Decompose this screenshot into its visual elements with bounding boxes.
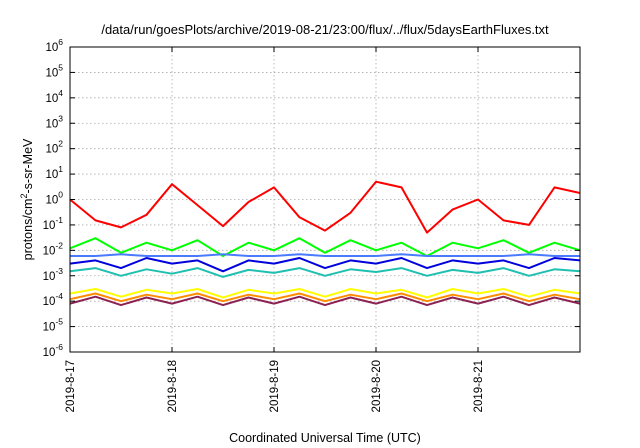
- y-tick-label: 103: [45, 113, 63, 130]
- chart-title: /data/run/goesPlots/archive/2019-08-21/2…: [101, 22, 549, 37]
- y-tick-label: 10-2: [43, 240, 64, 257]
- y-tick-label: 104: [45, 88, 63, 105]
- y-tick-label: 105: [45, 62, 63, 79]
- series-line: [69, 288, 581, 299]
- series-line: [70, 253, 580, 257]
- x-axis-label: Coordinated Universal Time (UTC): [229, 431, 421, 445]
- y-tick-label: 106: [45, 37, 63, 54]
- series-line: [69, 267, 581, 278]
- y-tick-label: 100: [45, 190, 63, 207]
- series-line: [69, 292, 581, 303]
- x-tick-label: 2019-8-19: [269, 360, 281, 412]
- series-line: [69, 257, 581, 273]
- x-tick-label: 2019-8-21: [473, 360, 485, 412]
- grid: [70, 47, 580, 352]
- y-tick-label: 10-4: [43, 291, 64, 308]
- y-tick-label: 10-3: [43, 266, 64, 283]
- x-tick-label: 2019-8-18: [167, 360, 179, 412]
- y-tick-label: 10-6: [43, 342, 64, 359]
- y-axis: 10-6 10-5 10-4 10-3 10-2 10-1 100 101 102 103 104 1…: [43, 37, 580, 359]
- x-tick-label: 2019-8-17: [65, 360, 77, 412]
- y-tick-label: 10-1: [43, 215, 64, 232]
- x-tick-label: 2019-8-20: [371, 360, 383, 412]
- y-tick-label: 102: [45, 139, 63, 156]
- x-axis: 2019-8-17 2019-8-18 2019-8-19 2019-8-20 2019…: [65, 47, 485, 412]
- series-line: [69, 237, 581, 257]
- y-tick-label: 101: [45, 164, 63, 181]
- series-group: [69, 180, 581, 307]
- y-axis-label: protons/cm2-s-sr-MeV: [19, 138, 35, 260]
- series-line: [69, 295, 581, 307]
- series-line: [69, 180, 581, 234]
- y-tick-label: 10-5: [43, 317, 64, 334]
